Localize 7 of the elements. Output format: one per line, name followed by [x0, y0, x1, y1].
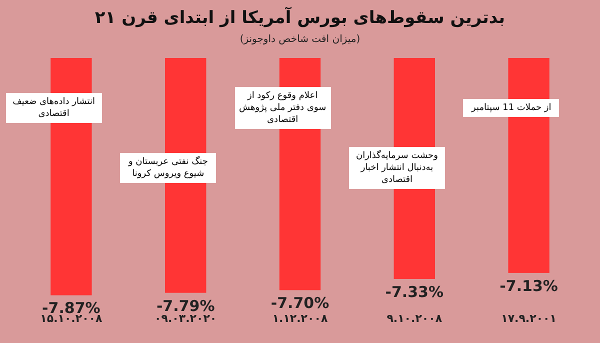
- annotation: وحشت سرمایه‌گذاران به‌دنبال انتشار اخبار اقتصادی: [348, 147, 445, 189]
- title: بدترین سقوط‌های بورس آمریکا از ابتدای قرن ۲۱: [94, 8, 506, 28]
- annotation: جنگ نفتی عربستان و شیوع ویروس کرونا: [120, 153, 216, 183]
- annotation: انتشار داده‌های ضعیف اقتصادی: [6, 93, 102, 123]
- subtitle: (میزان افت شاخص داوجونز): [238, 34, 362, 45]
- annotation: از حملات 11 سپتامبر: [463, 99, 560, 117]
- annotation: اعلام وقوع رکود از سوی دفتر ملی پژوهش اقتصادی: [234, 87, 331, 129]
